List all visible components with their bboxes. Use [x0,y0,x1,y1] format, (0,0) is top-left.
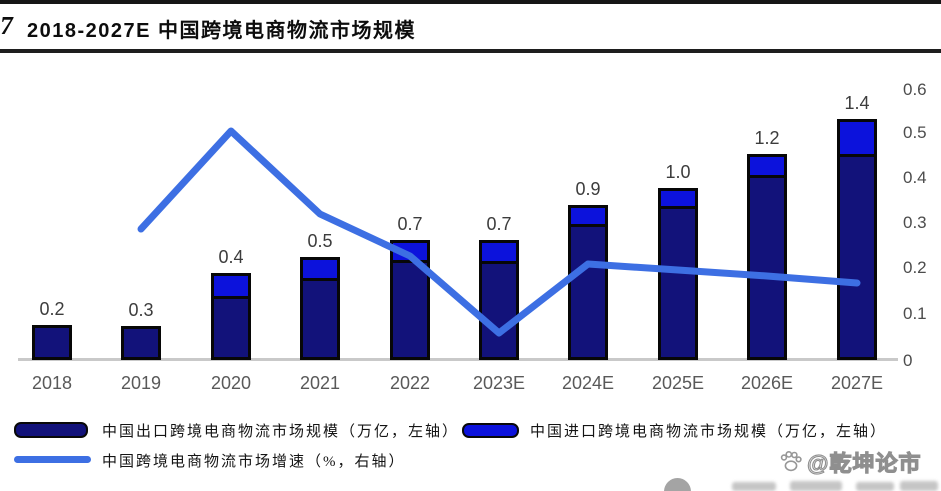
year-label-2023E: 2023E [472,373,526,393]
export-segment-2023E [482,264,516,357]
right-axis-tick-0.3: 0.3 [903,213,927,232]
faded-logo-fragment [790,481,842,491]
bar-value-2025E: 1.0 [665,162,691,182]
export-segment-2026E [750,178,784,357]
page-title: 2018-2027E 中国跨境电商物流市场规模 [27,20,417,42]
bar-value-2018: 0.2 [39,299,65,319]
export-segment-2019 [124,329,158,357]
legend-swatch-import-bar [462,423,519,438]
export-segment-2020 [214,299,248,357]
legend-label-export: 中国出口跨境电商物流市场规模（万亿，左轴） [102,424,460,440]
year-label-2021: 2021 [299,373,341,393]
bar-2018 [32,325,72,360]
year-label-2018: 2018 [31,373,73,393]
legend-swatch-export-bar [14,422,88,438]
bar-2026E [747,154,787,360]
bar-2021 [300,257,340,360]
bar-2023E [479,240,519,360]
import-segment-2020 [214,276,248,299]
bar-value-2024E: 0.9 [575,179,601,199]
year-label-2019: 2019 [120,373,162,393]
right-axis-tick-0.6: 0.6 [903,80,927,99]
year-label-2025E: 2025E [651,373,705,393]
top-border-rule [0,0,941,4]
right-axis-tick-0.5: 0.5 [903,123,927,142]
export-segment-2018 [35,328,69,357]
export-segment-2025E [661,209,695,357]
bar-2020 [211,273,251,360]
bar-value-2022: 0.7 [397,214,423,234]
bar-value-2027E: 1.4 [844,93,870,113]
year-label-2022: 2022 [389,373,431,393]
baseline-gridline [18,358,898,361]
bar-value-2021: 0.5 [307,231,333,251]
legend-label-growth: 中国跨境电商物流市场增速（%，右轴） [102,454,406,470]
import-segment-2025E [661,191,695,209]
year-label-2020: 2020 [210,373,252,393]
paw-icon [780,451,802,472]
faded-logo-fragment [732,482,776,491]
bar-2027E [837,119,877,360]
watermark-handle: @乾坤论市 [806,450,922,476]
bar-value-2020: 0.4 [218,247,244,267]
export-segment-2022 [393,263,427,357]
import-segment-2023E [482,243,516,264]
right-axis-tick-0.2: 0.2 [903,258,927,277]
export-segment-2027E [840,157,874,357]
right-axis-tick-0: 0 [903,351,913,370]
faded-logo-circle [664,478,691,491]
import-segment-2026E [750,157,784,178]
bar-2019 [121,326,161,360]
faded-logo-fragment [900,481,938,491]
import-segment-2021 [303,260,337,281]
bar-2025E [658,188,698,360]
export-segment-2024E [571,227,605,357]
bar-value-2019: 0.3 [128,300,154,320]
right-axis-tick-0.1: 0.1 [903,304,927,323]
year-label-2026E: 2026E [740,373,794,393]
legend-label-import: 中国进口跨境电商物流市场规模（万亿，左轴） [530,424,888,440]
import-segment-2024E [571,208,605,227]
import-segment-2022 [393,243,427,263]
legend-swatch-growth-line [14,456,91,463]
right-axis-tick-0.4: 0.4 [903,168,927,187]
watermark-badge: @乾坤论市 [779,446,921,478]
bar-value-2023E: 0.7 [486,214,512,234]
title-underline-rule [0,49,941,53]
year-label-2027E: 2027E [830,373,884,393]
bar-value-2026E: 1.2 [754,128,780,148]
year-label-2024E: 2024E [561,373,615,393]
bar-2024E [568,205,608,360]
bar-2022 [390,240,430,360]
faded-logo-fragment [856,482,894,491]
import-segment-2027E [840,122,874,157]
export-segment-2021 [303,281,337,357]
